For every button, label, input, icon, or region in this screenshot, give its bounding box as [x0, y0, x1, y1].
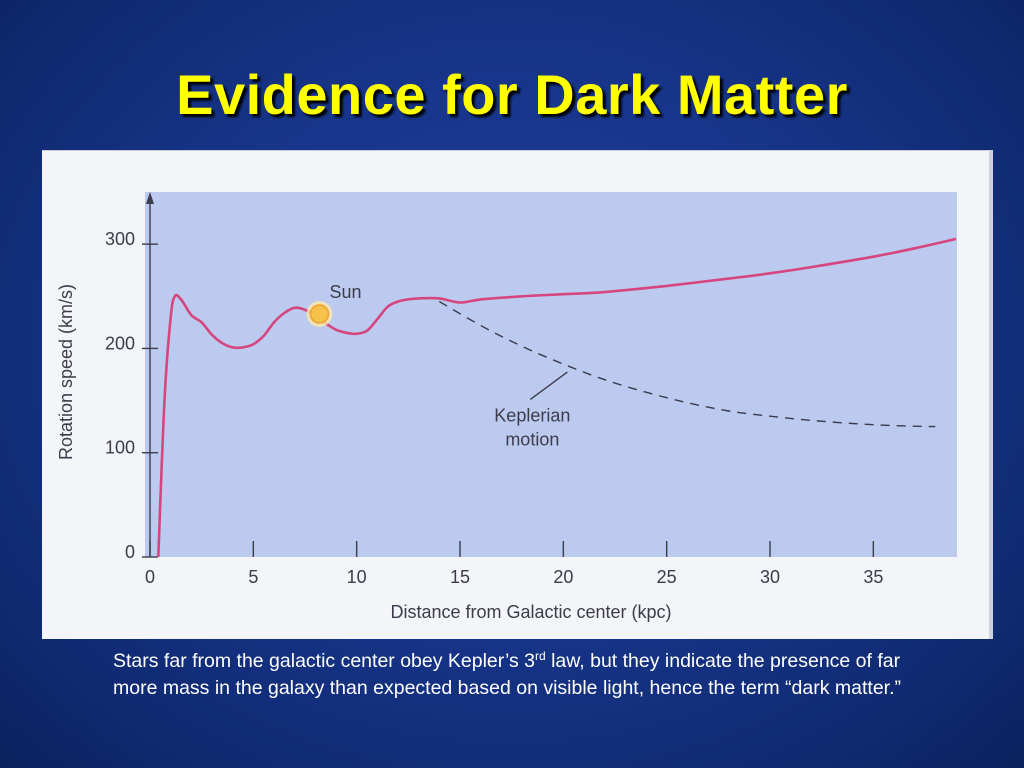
figure-panel: 0 5 10 15 20 25 30 35 0 100 200 300 Sun Keplerian mot…: [42, 150, 993, 639]
x-tick-label: 25: [657, 567, 677, 587]
x-axis-label: Distance from Galactic center (kpc): [390, 602, 671, 622]
axes: [146, 192, 154, 557]
y-axis-label: Rotation speed (km/s): [56, 284, 76, 460]
axis-ticks: 0 5 10 15 20 25 30 35 0 100 200 300: [105, 229, 883, 587]
x-tick-label: 35: [863, 567, 883, 587]
y-tick-label: 200: [105, 333, 135, 353]
x-tick-label: 15: [450, 567, 470, 587]
rotation-curve-chart: 0 5 10 15 20 25 30 35 0 100 200 300 Sun Keplerian mot…: [56, 192, 957, 622]
annotations: Sun Keplerian motion: [306, 282, 570, 449]
sun-label: Sun: [329, 282, 361, 302]
series: [157, 237, 957, 558]
observed-rotation-curve: [157, 237, 957, 558]
x-tick-label: 30: [760, 567, 780, 587]
plot-area: [145, 192, 957, 557]
y-tick-label: 100: [105, 438, 135, 458]
caption-superscript: rd: [534, 649, 546, 663]
keplerian-pointer-line: [529, 371, 568, 400]
x-tick-label: 20: [553, 567, 573, 587]
keplerian-label-line1: Keplerian: [494, 405, 570, 425]
caption: Stars far from the galactic center obey …: [113, 648, 943, 702]
x-tick-label: 10: [347, 567, 367, 587]
x-tick-label: 0: [145, 567, 155, 587]
caption-text-end: law, but they indicate the presence of f…: [113, 650, 901, 699]
sun-marker: [309, 304, 330, 324]
slide-title: Evidence for Dark Matter: [176, 63, 848, 126]
keplerian-motion-curve: [438, 300, 936, 428]
caption-text-start: Stars far from the galactic center obey …: [113, 650, 535, 672]
keplerian-label-line2: motion: [505, 429, 559, 449]
y-tick-label: 0: [125, 542, 135, 562]
y-axis-arrow: [146, 192, 154, 204]
y-tick-label: 300: [105, 229, 135, 249]
x-tick-label: 5: [248, 567, 258, 587]
